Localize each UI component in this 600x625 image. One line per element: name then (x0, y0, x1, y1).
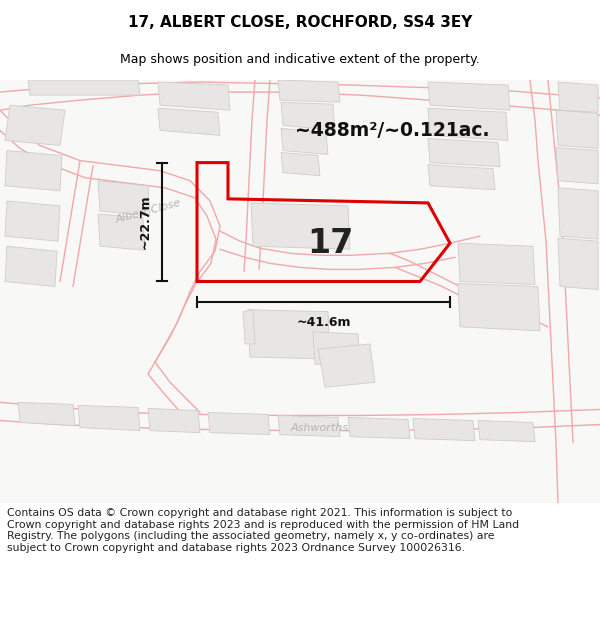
Polygon shape (318, 344, 375, 388)
Polygon shape (558, 82, 598, 112)
Text: ~41.6m: ~41.6m (296, 316, 351, 329)
Text: 17: 17 (307, 227, 353, 260)
Polygon shape (243, 310, 255, 344)
Polygon shape (413, 419, 475, 441)
Text: 17, ALBERT CLOSE, ROCHFORD, SS4 3EY: 17, ALBERT CLOSE, ROCHFORD, SS4 3EY (128, 15, 472, 30)
Polygon shape (348, 418, 410, 439)
Polygon shape (98, 214, 145, 250)
Polygon shape (458, 243, 535, 284)
Polygon shape (428, 164, 495, 190)
Text: ~488m²/~0.121ac.: ~488m²/~0.121ac. (295, 121, 490, 140)
Text: Map shows position and indicative extent of the property.: Map shows position and indicative extent… (120, 54, 480, 66)
Polygon shape (251, 203, 350, 249)
Polygon shape (558, 238, 598, 289)
Polygon shape (281, 102, 335, 131)
Polygon shape (5, 151, 62, 191)
Polygon shape (278, 416, 340, 437)
Polygon shape (558, 188, 598, 239)
Polygon shape (458, 284, 540, 331)
Polygon shape (98, 181, 150, 216)
Polygon shape (313, 332, 360, 367)
Polygon shape (428, 82, 510, 110)
Polygon shape (5, 246, 57, 286)
Polygon shape (281, 128, 328, 154)
Polygon shape (248, 310, 330, 359)
Polygon shape (5, 201, 60, 241)
Polygon shape (158, 108, 220, 136)
Polygon shape (556, 148, 598, 184)
Polygon shape (556, 110, 598, 149)
Polygon shape (208, 412, 270, 434)
Polygon shape (428, 138, 500, 167)
Polygon shape (18, 402, 75, 426)
Polygon shape (281, 152, 320, 176)
Polygon shape (28, 80, 140, 95)
Text: Albert Close: Albert Close (114, 198, 182, 224)
Polygon shape (278, 80, 340, 102)
Polygon shape (158, 82, 230, 110)
Text: Contains OS data © Crown copyright and database right 2021. This information is : Contains OS data © Crown copyright and d… (7, 508, 520, 552)
Polygon shape (5, 105, 65, 146)
Polygon shape (478, 421, 535, 442)
Polygon shape (78, 406, 140, 431)
Polygon shape (428, 108, 508, 141)
Text: Ashworths: Ashworths (291, 422, 349, 432)
Polygon shape (148, 408, 200, 432)
Text: ~22.7m: ~22.7m (139, 195, 152, 249)
